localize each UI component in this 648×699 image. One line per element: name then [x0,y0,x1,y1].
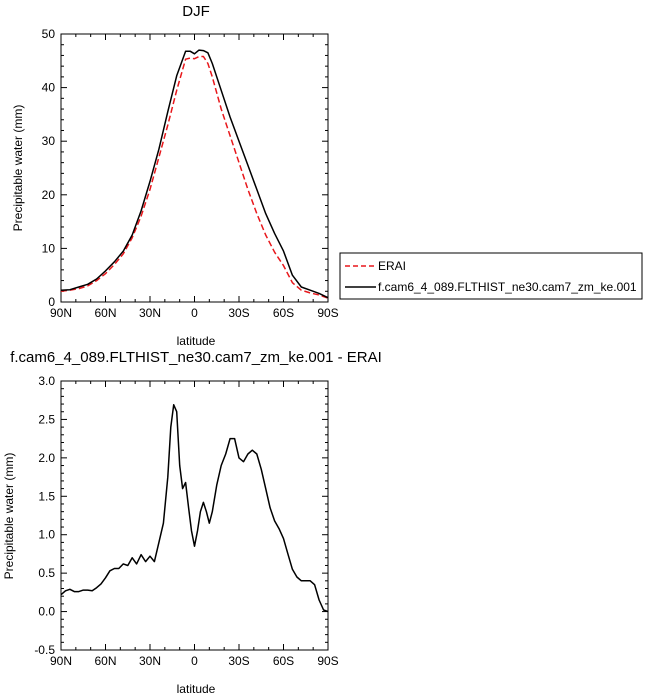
x-tick-label: 30S [228,654,249,668]
series-line-1 [60,49,329,299]
y-tick-label: 0 [48,295,55,309]
x-tick-label: 90N [50,306,72,320]
x-tick-label: 60S [273,654,294,668]
legend-label-erai: ERAI [378,259,406,273]
chart-bottom-xlabel: latitude [177,682,216,696]
x-tick-label: 30S [228,306,249,320]
x-tick-label: 90S [317,306,338,320]
y-tick-label: 3.0 [38,374,55,388]
chart-top-xlabel: latitude [177,334,216,348]
y-tick-label: 0.5 [38,566,55,580]
chart-top-plot: 90N 60N 30N 0 30S 60S 90S 0 10 20 30 40 50 [42,27,339,320]
y-tick-label: 2.0 [38,451,55,465]
y-tick-label: 1.0 [38,528,55,542]
x-tick-label: 30N [139,306,161,320]
series-line-0 [60,404,329,613]
x-tick-label: 60N [94,654,116,668]
legend-box [339,252,643,300]
y-tick-label: -0.5 [34,643,55,657]
x-tick-label: 0 [191,306,198,320]
y-tick-label: 0.0 [38,605,55,619]
chart-bottom-ylabel: Precipitable water (mm) [2,453,16,580]
series-line-0 [60,55,329,299]
x-tick-label: 0 [191,654,198,668]
plot-frame [60,380,329,651]
chart-bottom-plot: 90N 60N 30N 0 30S 60S 90S -0.5 0.0 0.5 1.0 1.5 2.0 2.… [34,374,338,668]
y-tick-label: 1.5 [38,489,55,503]
y-tick-label: 2.5 [38,412,55,426]
x-tick-label: 90N [50,654,72,668]
chart-bottom: f.cam6_4_089.FLTHIST_ne30.cam7_zm_ke.001… [2,349,382,696]
y-tick-label: 40 [42,81,56,95]
x-tick-label: 60S [273,306,294,320]
legend: ERAI f.cam6_4_089.FLTHIST_ne30.cam7_zm_k… [339,252,643,300]
y-tick-label: 50 [42,27,56,41]
y-tick-label: 20 [42,188,56,202]
chart-top: DJF 90N 60N 30N 0 30S 60S 90S 0 10 20 30 40 50 latit… [11,3,339,348]
chart-bottom-title: f.cam6_4_089.FLTHIST_ne30.cam7_zm_ke.001… [10,349,382,366]
x-tick-label: 60N [94,306,116,320]
chart-top-title: DJF [182,3,210,20]
y-tick-label: 10 [42,241,56,255]
x-tick-label: 90S [317,654,338,668]
x-tick-label: 30N [139,654,161,668]
chart-top-ylabel: Precipitable water (mm) [11,105,25,232]
y-tick-label: 30 [42,134,56,148]
legend-label-model: f.cam6_4_089.FLTHIST_ne30.cam7_zm_ke.001 [378,280,637,294]
